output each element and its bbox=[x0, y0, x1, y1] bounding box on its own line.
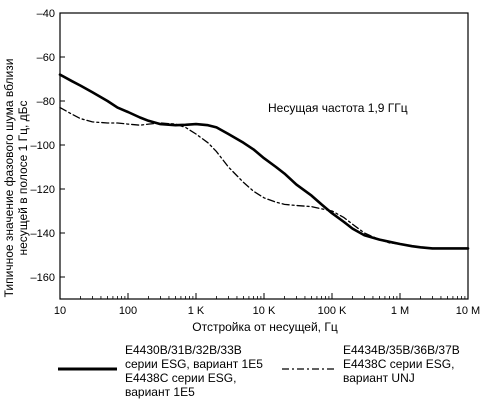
y-axis-title: Типичное значение фазового шума вблизи н… bbox=[2, 59, 30, 298]
x-axis-title: Отстройка от несущей, Гц bbox=[192, 320, 338, 334]
y-tick-label: –160 bbox=[31, 272, 55, 284]
y-axis-title-line-1: Типичное значение фазового шума вблизи bbox=[2, 59, 16, 298]
series-lines bbox=[58, 73, 470, 250]
x-tick-label: 1 M bbox=[391, 305, 409, 317]
legend-label-solid-2: серии ESG, вариант 1E5 bbox=[125, 357, 263, 371]
legend: E4430B/31B/32B/33B серии ESG, вариант 1E… bbox=[58, 343, 460, 399]
legend-label-solid-1: E4430B/31B/32B/33B bbox=[125, 343, 242, 357]
legend-label-dashdot-3: вариант UNJ bbox=[343, 371, 415, 385]
y-tick-label: –40 bbox=[37, 8, 55, 20]
x-tick-label: 100 K bbox=[318, 305, 347, 317]
plot-frame bbox=[59, 12, 469, 300]
y-tick-label: –80 bbox=[37, 96, 55, 108]
y-tick-label: –100 bbox=[31, 140, 55, 152]
x-axis: 10 100 1 K 10 K 100 K 1 M 10 M bbox=[54, 293, 480, 317]
x-tick-label: 1 K bbox=[188, 305, 205, 317]
legend-label-dashdot-2: E4438C серии ESG, bbox=[343, 357, 454, 371]
series-line-dashdot bbox=[59, 106, 469, 250]
legend-label-solid-3: E4438C серии ESG, bbox=[125, 371, 236, 385]
y-axis-title-line-2: несущей в полосе 1 Гц, дБс bbox=[16, 100, 30, 255]
x-tick-label: 100 bbox=[119, 305, 137, 317]
y-axis: –40 –60 –80 –100 –120 –140 –160 bbox=[31, 8, 65, 284]
y-tick-label: –140 bbox=[31, 228, 55, 240]
x-tick-label: 10 bbox=[54, 305, 66, 317]
legend-label-dashdot-1: E4434B/35B/36B/37B bbox=[343, 343, 460, 357]
plot-border bbox=[59, 12, 469, 300]
x-tick-label: 10 M bbox=[456, 305, 480, 317]
y-tick-label: –120 bbox=[31, 184, 55, 196]
carrier-frequency-annotation: Несущая частота 1,9 ГГц bbox=[268, 101, 408, 115]
y-tick-label: –60 bbox=[37, 52, 55, 64]
legend-label-solid-4: вариант 1E5 bbox=[125, 385, 195, 399]
x-tick-label: 10 K bbox=[253, 305, 276, 317]
